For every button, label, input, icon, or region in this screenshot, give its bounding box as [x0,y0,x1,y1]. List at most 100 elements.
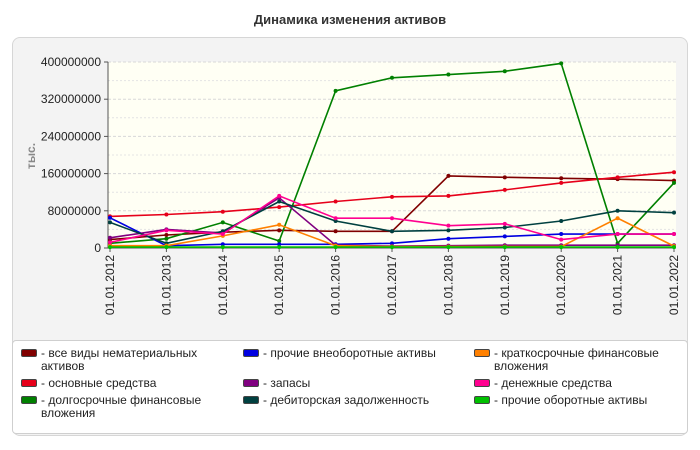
legend-swatch [474,349,490,357]
data-point [446,223,451,228]
x-tick-label: 01.01.2022 [667,255,681,315]
data-point [615,175,620,180]
data-point [672,210,676,215]
legend-label: - прочие оборотные активы [494,393,648,407]
legend-label: - все виды нематериальных активов [41,346,198,373]
legend-item: - запасы [243,377,438,390]
x-tick-label: 01.01.2018 [441,255,455,315]
data-point [108,220,112,225]
data-point [502,69,507,74]
legend-label: - прочие внеоборотные активы [263,346,436,360]
data-point [108,235,112,240]
x-tick-label: 01.01.2012 [103,255,117,315]
data-point [220,209,225,214]
data-point [108,240,112,245]
data-point [277,205,282,210]
data-point [333,199,338,204]
data-point [108,245,112,250]
data-point [559,237,564,242]
legend-swatch [243,379,259,387]
data-point [277,245,282,250]
legend-item: - прочие внеоборотные активы [243,347,438,360]
legend-swatch [21,379,37,387]
data-point [559,219,564,224]
data-point [502,234,507,239]
data-point [220,229,225,234]
legend-item: - краткосрочные финансовые вложения [474,347,669,373]
legend-item: - долгосрочные финансовые вложения [21,394,216,420]
x-tick-label: 01.01.2015 [272,255,286,315]
data-point [446,228,451,233]
data-point [220,232,225,237]
data-point [390,245,394,250]
data-point [164,245,169,250]
data-point [333,229,338,234]
legend-item: - основные средства [21,377,216,390]
legend-swatch [243,396,259,404]
data-point [277,222,282,227]
data-point [446,72,451,77]
legend-swatch [21,396,37,404]
data-point [333,88,338,93]
legend-item: - все виды нематериальных активов [21,347,216,373]
data-point [220,220,225,225]
x-tick-label: 01.01.2020 [554,255,568,315]
data-point [108,215,112,220]
legend-label: - долгосрочные финансовые вложения [41,393,202,420]
data-point [390,216,394,221]
data-point [672,245,676,250]
legend-swatch [474,396,490,404]
data-point [220,245,225,250]
data-point [502,221,507,226]
legend-item: - дебиторская задолженность [243,394,438,407]
data-point [502,175,507,180]
data-point [220,242,225,247]
data-point [502,187,507,192]
data-point [277,228,282,233]
data-point [390,241,394,246]
data-point [672,170,676,175]
y-tick-label: 80000000 [48,204,102,218]
chart-title: Динамика изменения активов [253,12,447,27]
data-point [502,245,507,250]
data-point [390,75,394,80]
data-point [672,180,676,185]
x-tick-label: 01.01.2014 [216,255,230,315]
data-point [390,194,394,199]
data-point [615,245,620,250]
data-point [559,176,564,181]
data-point [277,199,282,204]
x-tick-label: 01.01.2019 [498,255,512,315]
legend-label: - основные средства [41,376,157,390]
data-point [277,239,282,244]
data-point [333,216,338,221]
data-point [333,245,338,250]
legend-item: - прочие оборотные активы [474,394,669,407]
data-point [164,212,169,217]
legend-label: - запасы [263,376,311,390]
data-point [446,193,451,198]
data-point [672,232,676,237]
y-tick-label: 320000000 [41,92,101,106]
data-point [615,232,620,237]
data-point [446,245,451,250]
data-point [277,242,282,247]
legend-label: - дебиторская задолженность [263,393,430,407]
data-point [502,225,507,230]
y-tick-label: 160000000 [41,167,101,181]
data-point [615,216,620,221]
data-point [164,232,169,237]
chart-plot: 400000000 320000000 240000000 160000000 8000… [24,55,681,315]
data-point [446,173,451,178]
y-tick-label: 240000000 [41,129,101,143]
legend-label: - краткосрочные финансовые вложения [494,346,659,373]
data-point [277,193,282,198]
data-point [333,219,338,224]
legend-label: - денежные средства [494,376,612,390]
y-axis-label: тыс. [24,143,38,169]
data-point [390,229,394,234]
legend-item: - денежные средства [474,377,669,390]
legend-swatch [21,349,37,357]
data-point [559,180,564,185]
y-tick-label: 400000000 [41,55,101,69]
